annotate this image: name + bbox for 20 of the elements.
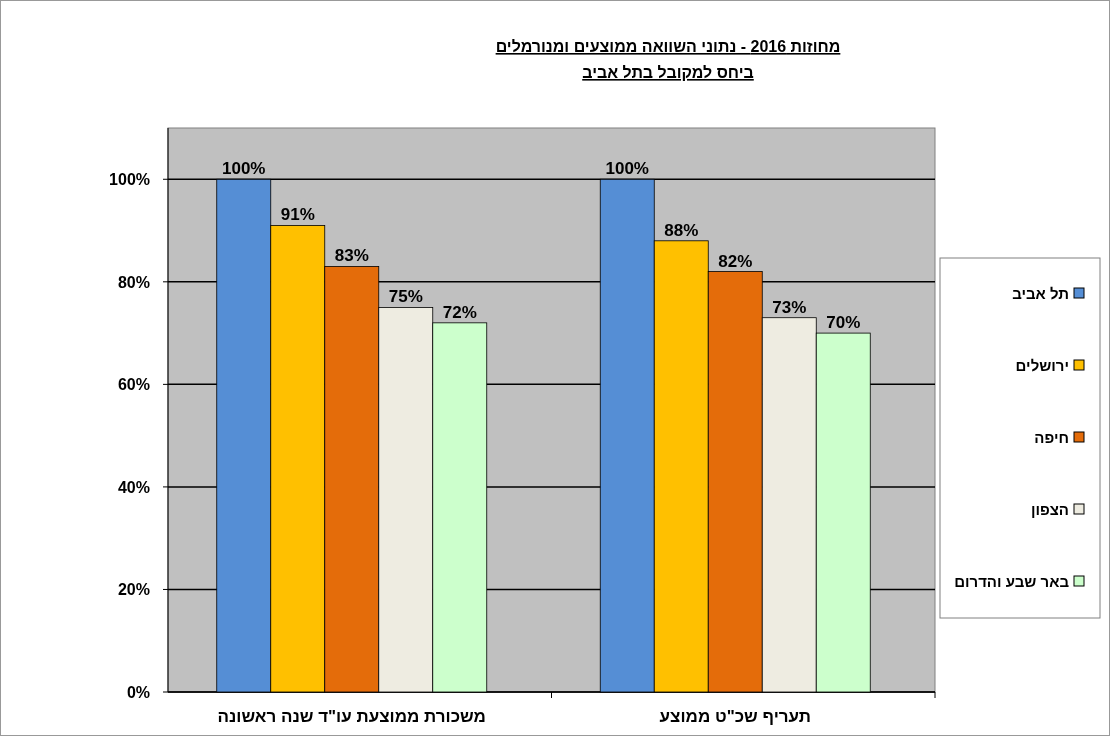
y-tick-label: 20% <box>117 581 150 599</box>
data-label: 100% <box>222 159 266 179</box>
data-label: 88% <box>664 220 699 240</box>
y-tick-label: 100% <box>109 171 150 189</box>
data-label: 100% <box>605 159 649 179</box>
data-label: 83% <box>334 246 369 266</box>
x-tick-label: משכורת ממוצעת עו"ד שנה ראשונה <box>217 707 486 726</box>
data-label: 73% <box>772 297 807 317</box>
data-label: 82% <box>718 251 753 271</box>
y-tick-label: 60% <box>117 376 150 394</box>
data-label: 91% <box>280 205 315 225</box>
x-tick-label: תעריף שכ"ט ממוצע <box>659 707 811 726</box>
y-tick-label: 40% <box>117 478 150 496</box>
y-tick-label: 0% <box>126 684 150 701</box>
chart-title: מחוזות 2016 - נתוני השוואה ממוצעים ומנורמלים <box>495 38 841 55</box>
chart-subtitle: ביחס למקובל בתל אביב <box>582 64 754 81</box>
y-tick-label: 80% <box>117 273 150 291</box>
data-label: 70% <box>826 313 861 333</box>
data-label: 75% <box>388 287 423 307</box>
data-label: 72% <box>442 302 477 322</box>
